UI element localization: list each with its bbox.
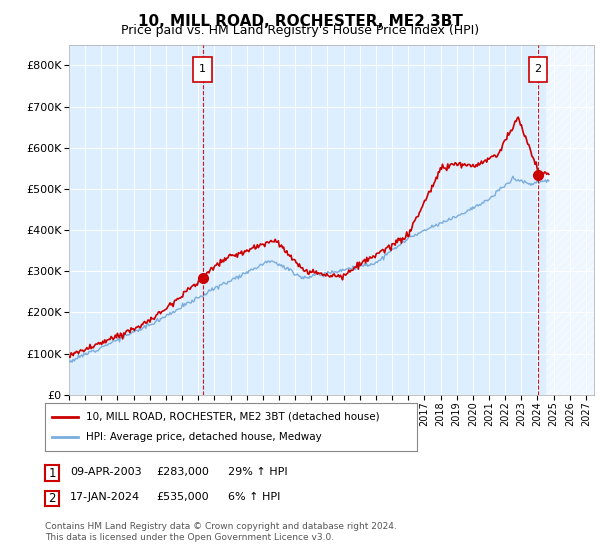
Text: Contains HM Land Registry data © Crown copyright and database right 2024.: Contains HM Land Registry data © Crown c… [45,522,397,531]
Text: 17-JAN-2024: 17-JAN-2024 [70,492,140,502]
Text: 10, MILL ROAD, ROCHESTER, ME2 3BT (detached house): 10, MILL ROAD, ROCHESTER, ME2 3BT (detac… [86,412,380,422]
Text: 2: 2 [49,492,56,505]
FancyBboxPatch shape [193,57,212,82]
Bar [545,45,594,395]
Text: Price paid vs. HM Land Registry's House Price Index (HPI): Price paid vs. HM Land Registry's House … [121,24,479,37]
Text: £283,000: £283,000 [156,467,209,477]
Text: 09-APR-2003: 09-APR-2003 [70,467,142,477]
Text: 10, MILL ROAD, ROCHESTER, ME2 3BT: 10, MILL ROAD, ROCHESTER, ME2 3BT [137,14,463,29]
Text: 2: 2 [535,64,542,74]
Text: 1: 1 [49,466,56,480]
Text: 6% ↑ HPI: 6% ↑ HPI [228,492,280,502]
Text: 29% ↑ HPI: 29% ↑ HPI [228,467,287,477]
Text: 1: 1 [199,64,206,74]
Text: £535,000: £535,000 [156,492,209,502]
Text: This data is licensed under the Open Government Licence v3.0.: This data is licensed under the Open Gov… [45,533,334,542]
FancyBboxPatch shape [529,57,547,82]
Text: HPI: Average price, detached house, Medway: HPI: Average price, detached house, Medw… [86,432,322,442]
